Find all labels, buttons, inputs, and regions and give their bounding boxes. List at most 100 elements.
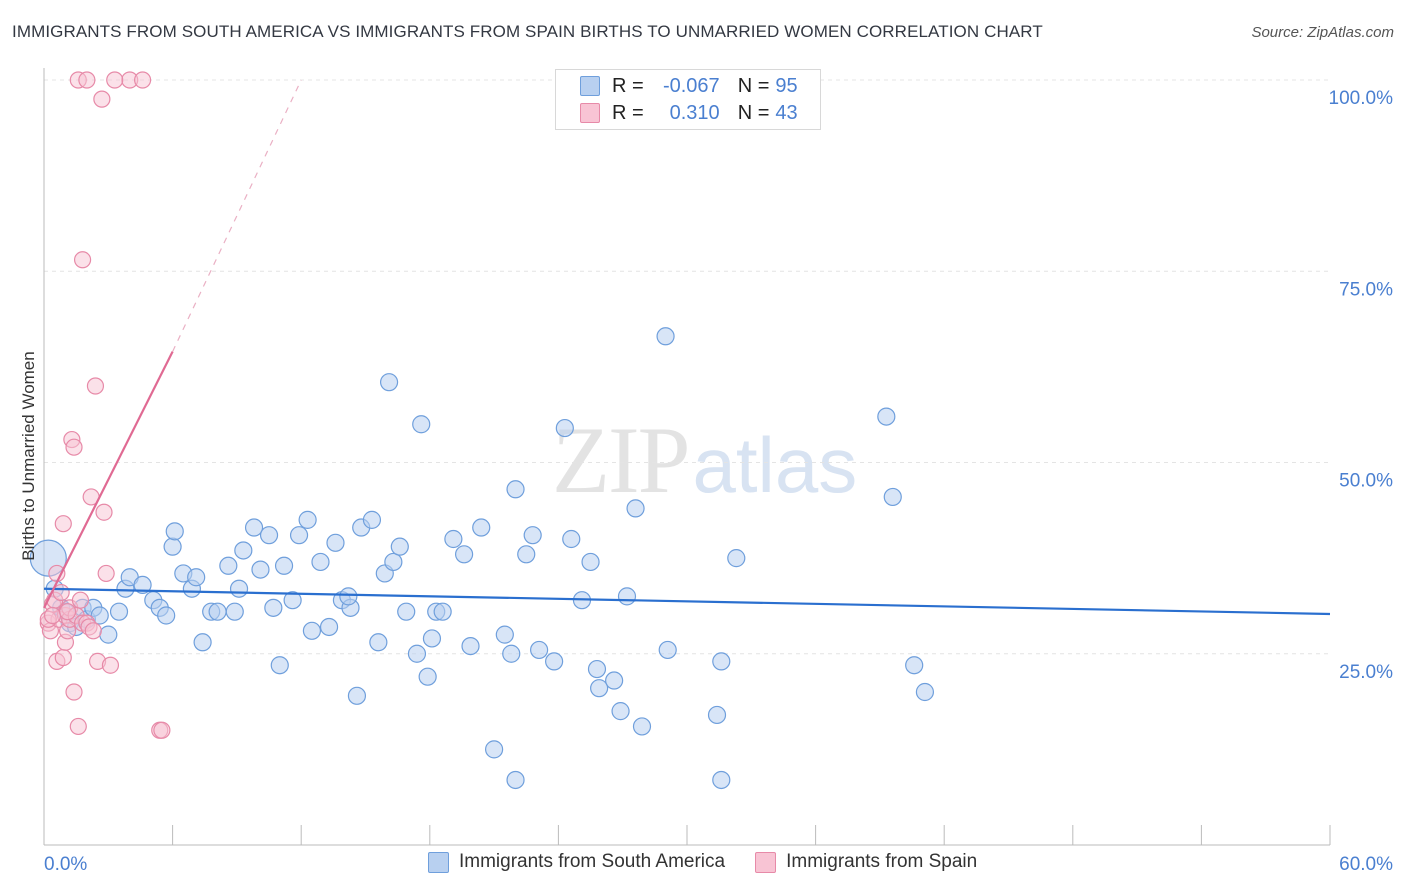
point-south-america <box>454 545 474 564</box>
point-south-america <box>369 633 388 652</box>
point-spain <box>95 503 113 521</box>
x-tick-label: 0.0% <box>44 854 87 875</box>
point-south-america <box>90 606 109 625</box>
point-south-america <box>109 602 129 621</box>
y-tick-label: 50.0% <box>1339 471 1393 492</box>
point-south-america <box>302 621 322 640</box>
legend-n-value: 43 <box>775 101 798 124</box>
point-south-america <box>208 602 227 621</box>
point-south-america <box>229 579 249 598</box>
point-south-america <box>877 407 896 426</box>
chart-title: IMMIGRANTS FROM SOUTH AMERICA VS IMMIGRA… <box>12 22 1043 41</box>
series-spain-points <box>39 71 171 739</box>
series-south-america-points <box>29 327 935 790</box>
point-south-america <box>157 606 176 625</box>
point-south-america <box>617 587 637 606</box>
point-south-america <box>165 522 184 541</box>
point-south-america <box>712 770 731 790</box>
source-credit: Source: ZipAtlas.com <box>1251 24 1394 41</box>
point-spain <box>73 251 92 269</box>
point-south-america <box>587 659 607 679</box>
point-spain <box>43 606 62 625</box>
y-tick-label: 25.0% <box>1339 662 1393 683</box>
point-south-america <box>502 644 521 663</box>
point-south-america <box>163 537 182 556</box>
legend-r-value: 0.310 <box>669 101 720 124</box>
point-south-america <box>581 552 600 572</box>
point-spain <box>93 90 111 108</box>
legend-n-label: N = <box>737 74 770 97</box>
y-axis-label: Births to Unmarried Women <box>19 351 38 560</box>
tick-labels: 25.0% 50.0% 75.0% 100.0% 0.0% 60.0% <box>44 88 1393 875</box>
point-south-america <box>412 415 431 434</box>
y-tick-label: 75.0% <box>1339 279 1393 300</box>
point-south-america <box>517 545 536 564</box>
point-south-america <box>187 568 206 587</box>
point-spain <box>58 603 77 621</box>
point-spain <box>106 71 124 89</box>
point-south-america <box>234 541 253 560</box>
point-spain <box>97 564 115 583</box>
watermark-zip: ZIP <box>552 407 690 513</box>
point-south-america <box>422 629 442 648</box>
legend-r-label: R = <box>612 74 644 97</box>
legend-label: Immigrants from Spain <box>786 851 978 872</box>
watermark: ZIPatlas <box>552 405 857 515</box>
point-south-america <box>506 770 525 790</box>
point-south-america <box>326 533 345 552</box>
legend-swatch-blue <box>580 76 600 96</box>
point-south-america <box>390 537 409 556</box>
point-south-america <box>362 510 382 529</box>
watermark-atlas: atlas <box>692 421 858 509</box>
point-south-america <box>244 518 264 537</box>
point-south-america <box>658 640 677 660</box>
point-spain <box>133 71 152 89</box>
trend-lines <box>43 79 1331 616</box>
point-south-america <box>264 598 283 617</box>
legend-r-label: R = <box>612 101 644 124</box>
point-south-america <box>339 587 358 606</box>
point-south-america <box>605 671 624 690</box>
point-south-america <box>319 617 339 637</box>
point-south-america <box>251 560 270 579</box>
legend-swatch-pink <box>755 851 777 873</box>
legend-row-south-america: R = -0.067 N = 95 <box>580 73 798 99</box>
trend-line-spain <box>43 351 174 609</box>
point-south-america <box>283 591 302 610</box>
point-south-america <box>626 499 645 518</box>
point-spain <box>71 591 90 609</box>
point-south-america <box>485 740 504 759</box>
correlation-legend: R = -0.067 N = 95 R = 0.310 N = 43 <box>555 69 821 130</box>
point-south-america <box>433 602 452 621</box>
y-tick-label: 100.0% <box>1329 88 1394 109</box>
point-spain <box>153 721 171 739</box>
point-south-america <box>707 705 727 725</box>
legend-r-value: -0.067 <box>662 74 720 97</box>
point-spain <box>65 438 83 456</box>
point-spain <box>69 717 87 736</box>
point-south-america <box>311 552 330 572</box>
point-south-america <box>883 487 902 507</box>
series-legend: Immigrants from South America Immigrants… <box>428 851 1007 873</box>
trend-line-spain-extension <box>172 79 302 352</box>
point-spain <box>101 656 120 674</box>
point-south-america <box>225 602 244 621</box>
point-south-america <box>506 480 525 499</box>
legend-n-label: N = <box>737 101 770 124</box>
point-south-america <box>270 656 289 675</box>
point-south-america <box>347 686 367 705</box>
legend-item-south-america: Immigrants from South America <box>428 851 725 873</box>
point-south-america <box>274 556 294 575</box>
point-spain <box>54 648 72 667</box>
point-south-america <box>611 702 630 721</box>
point-south-america <box>632 717 652 736</box>
point-south-america <box>397 602 416 621</box>
point-south-america <box>407 644 427 663</box>
point-south-america <box>545 652 564 671</box>
legend-item-spain: Immigrants from Spain <box>755 851 977 873</box>
point-south-america <box>523 526 542 545</box>
point-south-america <box>712 652 731 671</box>
point-south-america <box>530 640 549 660</box>
point-spain <box>65 683 83 701</box>
point-south-america <box>219 556 238 575</box>
